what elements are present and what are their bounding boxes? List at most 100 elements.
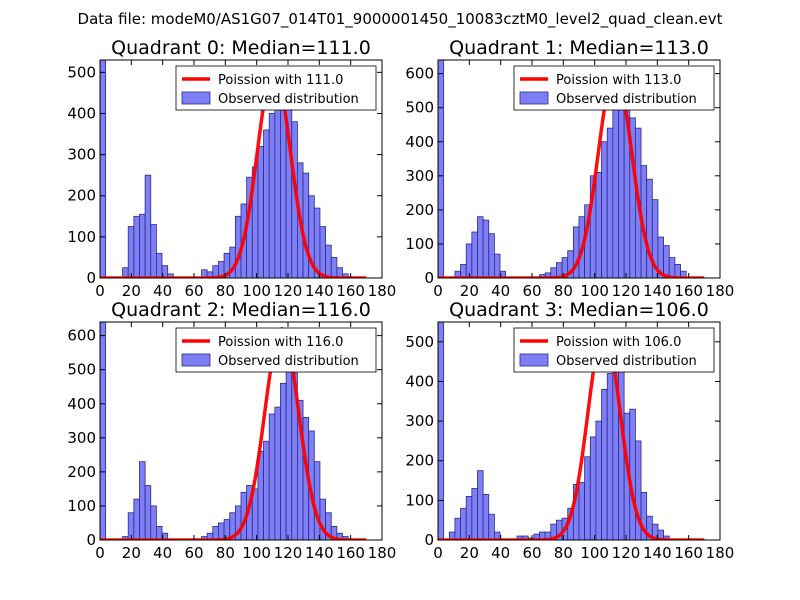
legend-label-observed: Observed distribution — [218, 92, 359, 107]
histogram-bar — [268, 413, 276, 540]
histogram-bar — [100, 322, 107, 540]
figure-suptitle: Data file: modeM0/AS1G07_014T01_90000014… — [78, 10, 723, 29]
x-tick-label: 60 — [184, 544, 203, 562]
histogram-bar — [438, 60, 445, 278]
x-tick-label: 120 — [612, 282, 641, 300]
legend: Poission with 106.0 Observed distribution — [513, 327, 715, 373]
histogram-bar — [680, 270, 687, 278]
legend-label-poisson: Poission with 106.0 — [556, 335, 681, 350]
x-tick-label: 60 — [522, 544, 541, 562]
legend-label-observed: Observed distribution — [556, 92, 697, 107]
axes-frame — [99, 321, 383, 541]
axes-frame — [437, 321, 721, 541]
histogram-bar — [274, 100, 281, 278]
x-tick-label: 160 — [674, 282, 703, 300]
x-tick-label: 140 — [305, 282, 334, 300]
legend: Poission with 113.0 Observed distribution — [513, 65, 715, 111]
histogram-bar — [302, 172, 310, 278]
x-tick-label: 120 — [274, 282, 303, 300]
y-tick-label: 300 — [67, 146, 96, 164]
histogram-bar — [150, 505, 157, 540]
x-tick-label: 80 — [554, 282, 573, 300]
y-tick-label: 400 — [67, 395, 96, 413]
legend-label-observed: Observed distribution — [218, 354, 359, 369]
legend-bar-swatch — [181, 91, 211, 105]
histogram-bar — [218, 522, 225, 540]
y-tick-label: 500 — [405, 333, 434, 351]
y-tick-label: 100 — [67, 497, 96, 515]
histogram-bar — [482, 219, 490, 278]
histogram-bar — [133, 498, 140, 540]
x-tick-label: 140 — [305, 544, 334, 562]
x-tick-label: 0 — [433, 282, 443, 300]
histogram-bar — [584, 456, 591, 540]
histogram-bar — [471, 488, 478, 540]
y-tick-label: 200 — [67, 463, 96, 481]
histogram-bar — [606, 373, 614, 540]
quadrant-0-chart: 0 20 40 60 80 100 120 140 160 1800100200300400500… — [67, 37, 396, 300]
histogram-bar — [674, 263, 681, 278]
subplot-title: Quadrant 2: Median=116.0 — [111, 299, 371, 321]
histogram-bar — [595, 420, 602, 540]
quadrant-2-chart: 0 20 40 60 80 100 120 140 160 1800100200300400500… — [67, 299, 396, 562]
histogram-bar — [212, 525, 219, 540]
x-tick-label: 20 — [460, 282, 479, 300]
y-tick-label: 100 — [67, 228, 96, 246]
x-tick-label: 40 — [153, 282, 172, 300]
y-tick-label: 300 — [405, 412, 434, 430]
x-tick-label: 40 — [491, 544, 510, 562]
histogram-bar — [612, 107, 619, 278]
y-tick-label: 400 — [405, 372, 434, 390]
x-tick-label: 180 — [706, 282, 735, 300]
x-tick-label: 180 — [368, 544, 397, 562]
histogram-bar — [268, 113, 276, 278]
y-tick-label: 200 — [405, 452, 434, 470]
x-tick-label: 20 — [460, 544, 479, 562]
x-tick-label: 160 — [336, 544, 365, 562]
legend-label-poisson: Poission with 111.0 — [218, 73, 343, 88]
y-tick-label: 500 — [405, 99, 434, 117]
histogram-bar — [477, 470, 484, 540]
histogram-bar — [629, 408, 636, 540]
x-tick-label: 100 — [242, 282, 271, 300]
x-tick-label: 160 — [674, 544, 703, 562]
y-tick-label: 200 — [67, 187, 96, 205]
subplot-title: Quadrant 1: Median=113.0 — [449, 37, 709, 59]
subplot-title: Quadrant 3: Median=106.0 — [449, 299, 709, 321]
legend-label-poisson: Poission with 113.0 — [556, 73, 681, 88]
x-tick-label: 180 — [706, 544, 735, 562]
histogram-bar — [155, 252, 163, 278]
x-tick-label: 140 — [643, 282, 672, 300]
y-tick-label: 400 — [67, 104, 96, 122]
y-tick-label: 100 — [405, 491, 434, 509]
x-tick-label: 0 — [95, 544, 105, 562]
histogram-bar — [668, 257, 676, 278]
x-tick-label: 60 — [184, 282, 203, 300]
x-tick-label: 80 — [216, 282, 235, 300]
x-tick-label: 140 — [643, 544, 672, 562]
axes-frame — [99, 59, 383, 279]
y-tick-label: 300 — [405, 167, 434, 185]
y-tick-label: 400 — [405, 133, 434, 151]
x-tick-label: 100 — [580, 282, 609, 300]
histogram-bar — [601, 388, 608, 540]
x-tick-label: 80 — [216, 544, 235, 562]
histogram-bar — [595, 172, 602, 278]
x-tick-label: 120 — [612, 544, 641, 562]
y-tick-label: 0 — [86, 531, 96, 549]
histogram-bar — [313, 461, 321, 540]
histogram-bar — [499, 270, 507, 278]
poisson-curve — [438, 68, 705, 278]
histogram-bar — [155, 525, 163, 540]
legend-bar-swatch — [519, 353, 549, 367]
poisson-curve — [100, 326, 367, 540]
histogram-bar — [144, 174, 152, 278]
histogram-bar — [477, 216, 484, 278]
legend-label-poisson: Poission with 116.0 — [218, 335, 343, 350]
legend-bar-swatch — [519, 91, 549, 105]
plot-area — [438, 322, 705, 540]
histogram-bar — [280, 382, 287, 540]
histogram-bar — [618, 86, 625, 278]
histogram-bar — [493, 531, 501, 540]
x-tick-label: 0 — [95, 282, 105, 300]
